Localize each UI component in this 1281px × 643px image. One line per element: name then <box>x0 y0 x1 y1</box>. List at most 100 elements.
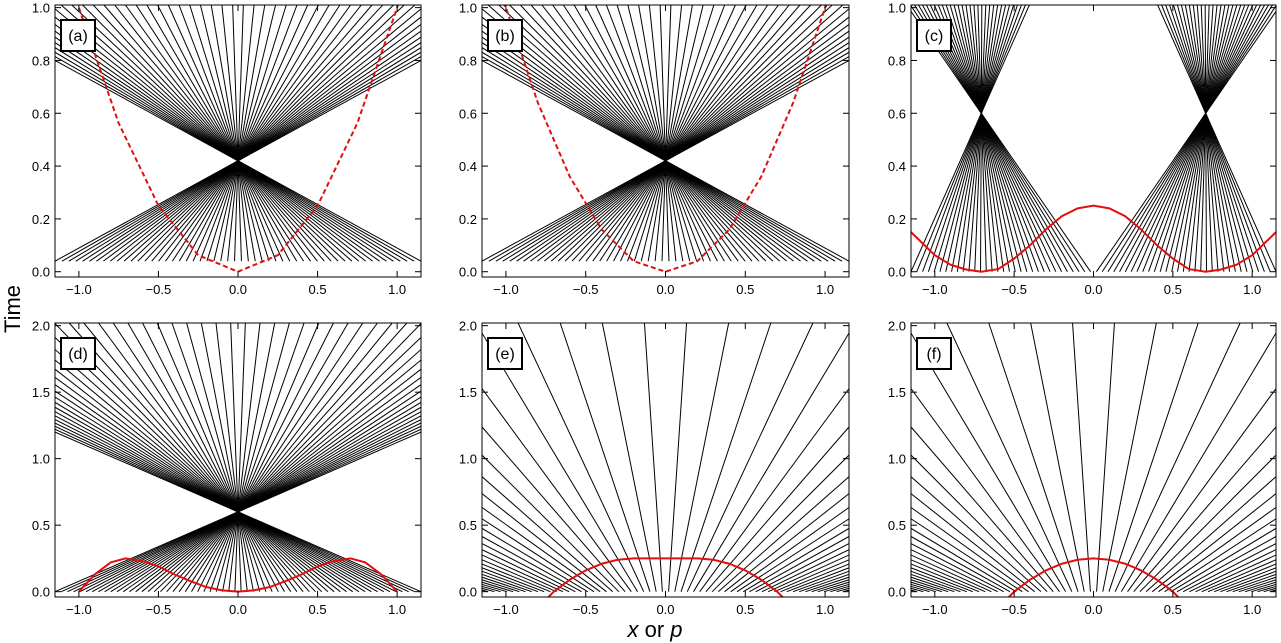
y-tick-label: 0.4 <box>888 159 906 174</box>
ray-line <box>1101 5 1276 272</box>
ray-line <box>488 55 849 262</box>
ray-line <box>55 428 416 593</box>
ray-line <box>974 5 987 272</box>
panel-b: −1.0 −0.5 0.0 0.5 1.0 0.0 0.2 0.4 0.6 0.8 1.0 (b) <box>459 1 850 297</box>
y-tick-label: 2.0 <box>32 319 50 334</box>
ray-line <box>711 454 849 593</box>
panel-e: −1.0 −0.5 0.0 0.5 1.0 0.0 0.5 1.0 1.5 2.0 (e) <box>459 319 850 617</box>
y-tick-label: 1.5 <box>32 385 50 400</box>
panel-label: (f) <box>916 337 952 370</box>
y-tick-label: 1.0 <box>459 1 477 16</box>
y-tick-label: 0.6 <box>32 106 50 121</box>
ray-line <box>945 5 1034 272</box>
ray-line <box>192 5 309 262</box>
panel-label-box <box>60 337 96 370</box>
ray-line <box>755 542 849 593</box>
panel-label: (b) <box>487 19 523 52</box>
ray-line <box>166 323 408 593</box>
ray-line <box>523 30 849 262</box>
red-curve <box>1007 557 1180 597</box>
ray-line <box>1153 5 1242 272</box>
ray-line <box>584 5 718 262</box>
ray-line <box>109 16 421 262</box>
ray-line <box>911 506 1029 593</box>
ray-line <box>705 426 849 593</box>
ray-line <box>135 5 305 262</box>
ray-line <box>116 390 421 593</box>
ray-line <box>965 5 1005 272</box>
ray-line <box>616 5 698 262</box>
ray-line <box>1180 5 1242 272</box>
x-tick-label: 0.5 <box>736 602 754 617</box>
x-tick-label: 0.0 <box>656 282 674 297</box>
ray-line <box>686 323 814 592</box>
ray-line <box>537 16 849 262</box>
ray-line <box>482 535 582 593</box>
y-tick-label: 0.2 <box>459 212 477 227</box>
plot-area <box>911 5 1276 273</box>
ray-line <box>592 5 779 262</box>
ray-line <box>541 5 746 262</box>
ray-line <box>55 418 397 593</box>
ray-line <box>206 5 287 262</box>
panel-f: −1.0 −0.5 0.0 0.5 1.0 0.0 0.5 1.0 1.5 2.0 (f) <box>888 319 1277 617</box>
panel-label-box <box>487 337 523 370</box>
ray-line <box>55 411 385 593</box>
ray-line <box>1151 493 1276 593</box>
ray-line <box>122 384 421 593</box>
ray-line <box>129 376 421 593</box>
ray-line <box>916 5 1026 272</box>
ray-line <box>482 55 843 262</box>
y-tick-label: 0.8 <box>459 53 477 68</box>
ray-line <box>1165 5 1265 272</box>
ray-line <box>578 5 801 262</box>
ray-line <box>951 5 1003 272</box>
x-tick-label: 0.0 <box>229 602 247 617</box>
y-tick-label: 0.0 <box>459 265 477 280</box>
ray-line <box>633 5 715 262</box>
ray-line <box>693 332 849 592</box>
y-tick-label: 0.6 <box>888 106 906 121</box>
ray-line <box>620 5 736 262</box>
x-tick-label: −1.0 <box>922 282 948 297</box>
ray-line <box>613 5 747 262</box>
panel-label-box <box>916 19 952 52</box>
ray-line <box>178 5 330 262</box>
ray-line <box>659 5 670 262</box>
y-tick-label: 1.5 <box>888 385 906 400</box>
ray-line <box>482 475 613 593</box>
ray-line <box>160 323 421 593</box>
ray-line <box>718 475 849 593</box>
ray-line <box>98 406 421 593</box>
ray-line <box>200 323 255 592</box>
ray-line <box>116 8 421 262</box>
x-tick-label: 1.0 <box>816 282 834 297</box>
ray-line <box>911 426 1054 593</box>
ray-line <box>627 5 691 262</box>
ray-line <box>1182 542 1276 593</box>
ray-line <box>1200 5 1210 272</box>
ray-line <box>911 493 1036 593</box>
ray-line <box>482 493 607 593</box>
ray-line <box>1157 5 1276 272</box>
ray-line <box>55 384 354 593</box>
y-tick-label: 0.6 <box>459 106 477 121</box>
ray-line <box>1142 5 1250 272</box>
ray-line <box>482 454 620 593</box>
panel-label-text: (a) <box>68 28 88 45</box>
y-tick-label: 0.0 <box>32 585 50 600</box>
x-axis-title-part-3: p <box>669 617 682 642</box>
ray-line <box>230 323 242 592</box>
y-tick-label: 0.8 <box>888 53 906 68</box>
ray-line <box>530 23 849 262</box>
ray-line <box>1192 5 1225 272</box>
ray-line <box>142 323 279 592</box>
ray-line <box>530 5 753 262</box>
ray-line <box>922 5 1022 272</box>
ray-line <box>969 5 999 272</box>
y-axis-title: Time <box>0 285 25 333</box>
panel-label-box <box>487 19 523 52</box>
ray-line <box>585 5 790 262</box>
ray-line <box>482 527 589 593</box>
ray-line <box>640 5 704 262</box>
